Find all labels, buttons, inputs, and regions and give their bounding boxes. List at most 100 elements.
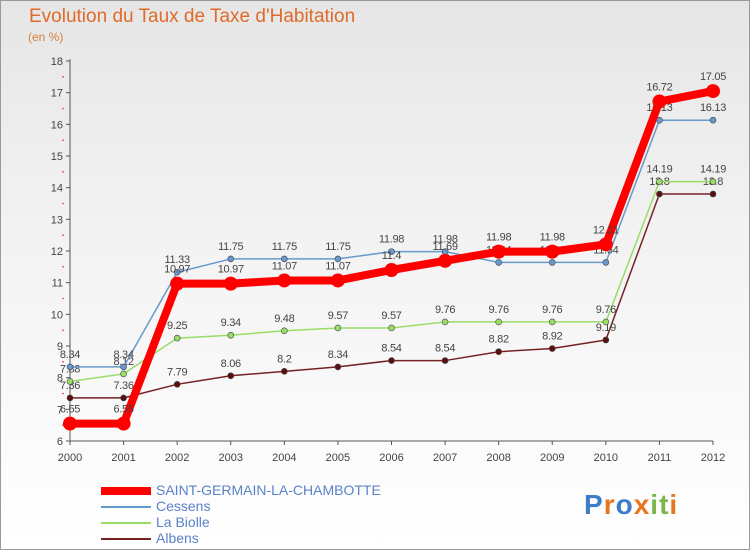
- data-label: 8.54: [435, 343, 455, 355]
- data-point: [656, 178, 663, 185]
- data-point: [66, 394, 74, 402]
- data-point: [334, 324, 342, 332]
- x-tick-label: 2003: [219, 452, 243, 464]
- data-point: [545, 244, 560, 259]
- legend-label: SAINT-GERMAIN-LA-CHAMBOTTE: [156, 482, 381, 498]
- y-minor-tick: [62, 107, 64, 110]
- y-tick-label: 18: [51, 56, 63, 68]
- data-point: [602, 259, 610, 266]
- data-point: [441, 318, 449, 326]
- x-tick-label: 2004: [272, 452, 296, 464]
- x-tick-label: 2012: [701, 452, 725, 464]
- data-point: [598, 237, 613, 252]
- y-minor-tick: [62, 202, 64, 205]
- data-point: [120, 394, 127, 402]
- legend-item-albens: Albens: [101, 530, 441, 548]
- data-label: 7.79: [167, 366, 187, 378]
- data-label: 10.97: [218, 264, 244, 276]
- x-tick-label: 2000: [58, 452, 82, 464]
- data-point: [281, 368, 288, 375]
- data-label: 6.55: [60, 404, 80, 416]
- data-label: 9.76: [489, 304, 509, 316]
- data-point: [66, 363, 74, 371]
- data-point: [548, 318, 556, 326]
- y-minor-tick: [62, 76, 64, 78]
- logo-letter: x: [633, 489, 651, 520]
- data-point: [334, 363, 342, 371]
- legend-swatch: [101, 522, 151, 524]
- x-tick-label: 2010: [594, 452, 618, 464]
- y-tick-label: 9: [57, 341, 63, 353]
- data-point: [170, 276, 185, 291]
- x-tick-label: 2006: [379, 452, 403, 464]
- data-point: [656, 190, 663, 198]
- data-label: 8.54: [381, 343, 401, 355]
- data-point: [495, 318, 502, 326]
- x-tick-label: 2001: [111, 452, 135, 464]
- data-point: [548, 259, 556, 266]
- data-label: 6.55: [113, 404, 133, 416]
- y-minor-tick: [62, 361, 64, 363]
- data-label: 11.98: [486, 232, 511, 244]
- data-point: [173, 334, 181, 342]
- data-point: [652, 94, 667, 109]
- data-point: [709, 116, 717, 124]
- data-point: [491, 244, 506, 259]
- logo-letter: t: [659, 489, 670, 520]
- y-minor-tick: [62, 392, 64, 395]
- legend: SAINT-GERMAIN-LA-CHAMBOTTE Cessens La Bi…: [101, 482, 441, 548]
- y-tick-label: 16: [51, 119, 63, 131]
- x-tick-label: 2008: [486, 452, 510, 464]
- data-point: [120, 363, 127, 371]
- data-label: 11.69: [432, 241, 457, 253]
- data-label: 8.92: [542, 331, 562, 343]
- y-tick-label: 12: [51, 246, 63, 258]
- data-label: 11.98: [540, 232, 565, 244]
- data-label: 11.75: [272, 241, 297, 253]
- legend-swatch: [101, 487, 151, 495]
- x-tick-label: 2005: [326, 452, 350, 464]
- data-point: [330, 273, 345, 288]
- y-minor-tick: [62, 171, 64, 173]
- data-point: [438, 253, 453, 268]
- data-label: 9.19: [596, 322, 616, 334]
- y-tick-label: 7: [57, 404, 63, 416]
- y-tick-label: 8: [57, 373, 63, 385]
- y-tick-label: 6: [57, 436, 63, 448]
- y-minor-tick: [62, 266, 64, 268]
- data-point: [495, 259, 502, 266]
- data-point: [63, 416, 77, 431]
- logo-letter: o: [615, 489, 634, 520]
- legend-label: Cessens: [156, 498, 211, 514]
- data-label: 9.76: [596, 304, 616, 316]
- data-label: 8.34: [113, 349, 133, 361]
- data-point: [173, 381, 181, 388]
- data-point: [388, 324, 395, 332]
- x-tick-label: 2007: [433, 452, 457, 464]
- data-label: 9.25: [167, 320, 187, 332]
- chart-subtitle: (en %): [28, 30, 64, 44]
- data-point: [495, 348, 502, 356]
- y-tick-label: 14: [51, 183, 63, 195]
- data-point: [388, 248, 395, 255]
- data-point: [441, 357, 449, 364]
- proxiti-logo: Proxiti: [584, 489, 678, 521]
- y-tick-label: 17: [51, 88, 63, 100]
- y-tick-label: 10: [51, 309, 63, 321]
- data-label: 8.34: [328, 349, 348, 361]
- data-point: [709, 190, 717, 198]
- data-label: 14.19: [700, 164, 726, 176]
- legend-label: La Biolle: [156, 514, 210, 530]
- data-label: 8.12: [113, 356, 133, 368]
- y-minor-tick: [62, 329, 64, 331]
- legend-swatch: [101, 538, 151, 540]
- logo-letter: P: [584, 489, 604, 520]
- y-minor-tick: [62, 234, 64, 236]
- data-label: 9.76: [542, 304, 562, 316]
- data-point: [334, 255, 342, 263]
- data-point: [281, 327, 288, 335]
- y-tick-label: 11: [52, 278, 63, 290]
- data-label: 11.07: [325, 260, 350, 272]
